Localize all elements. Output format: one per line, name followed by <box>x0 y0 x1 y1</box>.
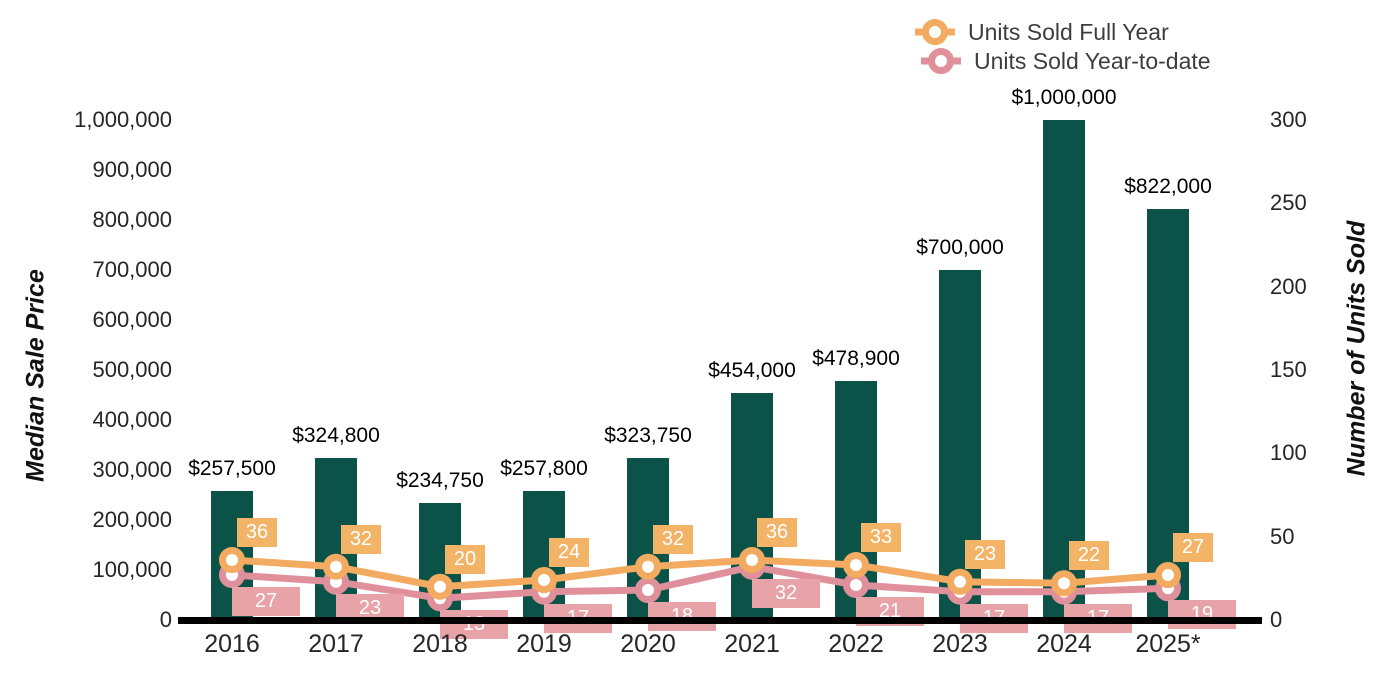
x-axis-tick-label: 2024 <box>1036 630 1092 658</box>
left-axis-tick-label: 100,000 <box>92 557 172 582</box>
x-axis-tick-label: 2023 <box>932 630 988 658</box>
full-year-value-label: 22 <box>1069 541 1109 571</box>
left-axis-tick-label: 800,000 <box>92 207 172 232</box>
left-axis-tick-label: 200,000 <box>92 507 172 532</box>
x-axis-tick-label: 2025* <box>1135 630 1201 658</box>
full-year-value-label: 23 <box>965 539 1005 569</box>
right-axis-tick-label: 250 <box>1270 190 1307 216</box>
bar-value-label: $257,800 <box>500 457 588 481</box>
left-axis-tick-label: 300,000 <box>92 457 172 482</box>
x-axis-tick-label: 2021 <box>724 630 780 658</box>
full-year-value-label: 32 <box>341 524 381 554</box>
left-axis-tick-label: 700,000 <box>92 257 172 282</box>
full-year-value-label: 33 <box>861 523 901 552</box>
ytd-value-label: 19 <box>1168 600 1236 630</box>
ytd-value-label: 32 <box>752 578 820 608</box>
bar-value-label: $324,800 <box>292 423 380 447</box>
ytd-point <box>635 577 661 603</box>
right-axis-tick-label: 0 <box>1270 607 1283 632</box>
full-year-point <box>739 547 765 573</box>
left-axis-tick-label: 400,000 <box>92 407 172 432</box>
left-axis-tick-label: 900,000 <box>92 157 172 182</box>
bar-value-label: $700,000 <box>916 236 1004 259</box>
price-bar <box>1043 120 1085 620</box>
right-axis-tick-label: 300 <box>1270 107 1307 132</box>
left-axis-tick-label: 1,000,000 <box>74 107 172 132</box>
ytd-point <box>843 572 869 598</box>
full-year-value-label: 36 <box>757 518 797 547</box>
right-axis-tick-label: 150 <box>1270 357 1307 382</box>
legend-label-full-year: Units Sold Full Year <box>968 18 1169 45</box>
x-axis-tick-label: 2017 <box>308 630 364 658</box>
full-year-value-label: 24 <box>549 538 589 567</box>
legend-label-ytd: Units Sold Year-to-date <box>974 47 1211 74</box>
full-year-value-label: 32 <box>653 524 693 554</box>
bar-value-label: $822,000 <box>1124 175 1212 198</box>
full-year-value-label: 20 <box>445 544 485 574</box>
x-axis-line <box>178 617 1262 624</box>
full-year-point <box>427 573 453 600</box>
x-axis-tick-label: 2020 <box>620 630 676 658</box>
left-axis-tick-label: 600,000 <box>92 307 172 332</box>
full-year-point <box>219 547 245 573</box>
full-year-point <box>635 553 661 580</box>
x-axis-tick-label: 2022 <box>828 630 884 658</box>
bar-value-label: $234,750 <box>396 468 484 492</box>
legend-item-full-year: Units Sold Full Year <box>915 18 1169 46</box>
bar-value-label: $454,000 <box>708 359 796 382</box>
full-year-line <box>231 556 1169 591</box>
bar-value-label: $478,900 <box>812 346 900 370</box>
x-axis-tick-label: 2018 <box>412 630 468 658</box>
right-axis-tick-label: 100 <box>1270 440 1307 466</box>
full-year-point <box>947 568 973 595</box>
left-axis-tick-label: 0 <box>159 607 172 632</box>
left-axis-tick-label: 500,000 <box>92 357 172 382</box>
legend-item-ytd: Units Sold Year-to-date <box>921 47 1211 75</box>
full-year-legend-marker-icon <box>915 19 955 45</box>
full-year-point <box>843 552 869 578</box>
bar-value-label: $257,500 <box>188 457 276 481</box>
right-axis-tick-label: 200 <box>1270 273 1307 299</box>
full-year-point <box>1155 562 1181 588</box>
ytd-legend-marker-icon <box>921 48 961 74</box>
x-axis-tick-label: 2016 <box>204 630 260 658</box>
full-year-point <box>1051 570 1077 597</box>
bar-value-label: $323,750 <box>604 424 692 448</box>
ytd-line <box>231 563 1169 602</box>
x-axis-tick-label: 2019 <box>516 630 572 658</box>
right-axis-tick-label: 50 <box>1270 523 1295 549</box>
ytd-value-label: 27 <box>232 587 300 616</box>
full-year-point <box>531 567 557 593</box>
full-year-value-label: 36 <box>237 518 277 547</box>
bar-value-label: $1,000,000 <box>1011 86 1117 109</box>
full-year-point <box>323 553 349 580</box>
ytd-value-label: 13 <box>440 610 508 640</box>
full-year-value-label: 27 <box>1173 533 1213 562</box>
